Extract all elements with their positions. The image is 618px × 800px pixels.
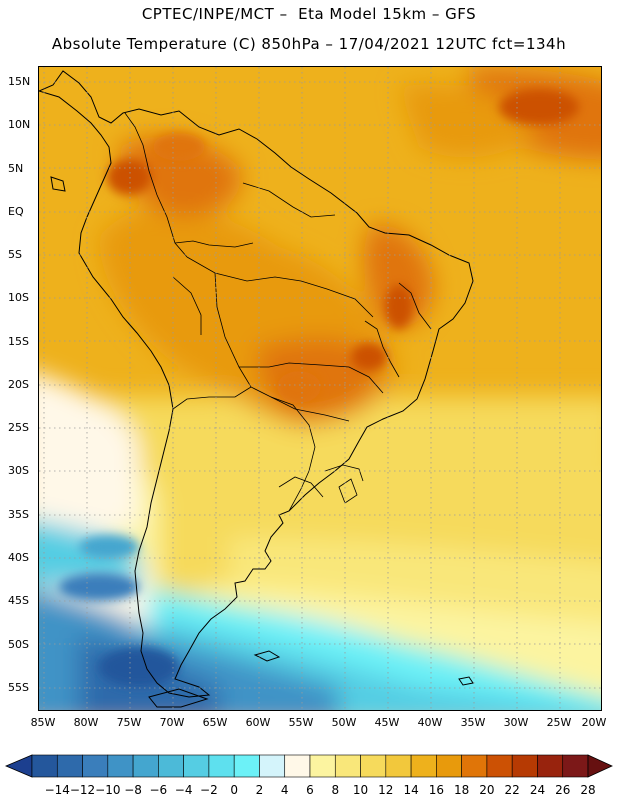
lat-label: 5S <box>8 248 22 261</box>
color-scale-bin <box>31 754 58 778</box>
lon-label: 30W <box>503 716 529 729</box>
color-scale-tick-label: 2 <box>255 783 264 797</box>
lon-label: 35W <box>460 716 486 729</box>
color-scale-bin <box>132 754 159 778</box>
color-scale-tick-label: 10 <box>352 783 369 797</box>
color-scale-tick-label: 18 <box>453 783 470 797</box>
color-scale-tick-label: 16 <box>428 783 444 797</box>
color-scale-bin <box>233 754 260 778</box>
color-scale-bar <box>4 754 613 778</box>
color-scale-under-arrow <box>4 754 33 778</box>
lon-label: 25W <box>546 716 572 729</box>
color-scale-bin <box>410 754 437 778</box>
lon-label: 20W <box>581 716 607 729</box>
temperature-patches <box>59 89 579 687</box>
color-scale-tick-label: 26 <box>555 783 571 797</box>
color-scale-bin <box>208 754 235 778</box>
color-scale-bin <box>158 754 184 778</box>
color-scale-tick-label: 20 <box>479 783 495 797</box>
color-scale-tick-label: 22 <box>504 783 520 797</box>
lon-label: 40W <box>417 716 443 729</box>
color-scale-bin <box>334 754 361 778</box>
color-scale-bin <box>511 754 538 778</box>
color-scale-tick-label: 8 <box>331 783 340 797</box>
lat-label: 50S <box>8 638 29 651</box>
lat-label: 10N <box>8 118 31 131</box>
temperature-field <box>39 67 601 710</box>
color-scale-tick-label: 0 <box>230 783 238 797</box>
lon-label: 60W <box>245 716 271 729</box>
color-scale-bin <box>537 754 564 778</box>
lat-label: 20S <box>8 378 29 391</box>
map-title-variable: Absolute Temperature (C) 850hPa – 17/04/… <box>51 35 567 53</box>
lon-label: 80W <box>73 716 99 729</box>
color-scale-over-arrow <box>587 754 613 778</box>
color-scale-tick-label: 14 <box>403 783 419 797</box>
lon-label: 75W <box>116 716 142 729</box>
color-scale-bin <box>56 754 83 778</box>
color-scale-bin <box>309 754 336 778</box>
color-scale-bin <box>183 754 210 778</box>
map-canvas <box>39 67 601 710</box>
color-scale-tick-label: 28 <box>580 783 596 797</box>
color-scale-tick-label: 6 <box>306 783 314 797</box>
lon-label: 55W <box>288 716 314 729</box>
lat-label: EQ <box>8 205 24 218</box>
coastlines <box>39 70 474 708</box>
color-scale-bin <box>486 754 513 778</box>
lat-label: 45S <box>8 594 29 607</box>
lat-label: 40S <box>8 551 29 564</box>
color-scale-bin <box>259 754 286 778</box>
map-title-source: CPTEC/INPE/MCT – Eta Model 15km – GFS <box>141 5 477 23</box>
lat-label: 30S <box>8 464 29 477</box>
lon-label: 50W <box>331 716 357 729</box>
lon-label: 70W <box>159 716 185 729</box>
color-scale-tick-label: 12 <box>378 783 394 797</box>
color-scale-tick-label: −6 <box>149 783 168 797</box>
temperature-map <box>38 66 602 711</box>
color-scale-bin <box>562 754 589 778</box>
graticule <box>39 67 601 710</box>
lat-label: 15S <box>8 335 29 348</box>
color-scale-tick-label: 24 <box>529 783 546 797</box>
color-scale-tick-label: −4 <box>174 783 193 797</box>
lon-label: 85W <box>30 716 56 729</box>
color-scale-bin <box>107 754 134 778</box>
lon-label: 45W <box>374 716 400 729</box>
lat-label: 5N <box>8 162 24 175</box>
color-scale-tick-label: −10 <box>95 783 121 797</box>
color-scale-tick-label: −12 <box>69 783 96 797</box>
color-scale-bin <box>436 754 462 778</box>
color-scale-tick-label: −14 <box>44 783 70 797</box>
color-scale-bin <box>385 754 412 778</box>
lat-label: 15N <box>8 75 31 88</box>
color-scale-bin <box>82 754 109 778</box>
lat-label: 25S <box>8 421 29 434</box>
color-scale-bin <box>461 754 488 778</box>
lat-label: 10S <box>8 291 29 304</box>
color-scale-bin <box>360 754 387 778</box>
lat-label: 55S <box>8 681 29 694</box>
color-scale-bin <box>284 754 311 778</box>
color-scale-tick-label: −8 <box>124 783 142 797</box>
color-scale-tick-label: −2 <box>200 783 218 797</box>
lat-label: 35S <box>8 508 29 521</box>
lon-label: 65W <box>202 716 228 729</box>
color-scale-tick-label: 4 <box>280 783 289 797</box>
